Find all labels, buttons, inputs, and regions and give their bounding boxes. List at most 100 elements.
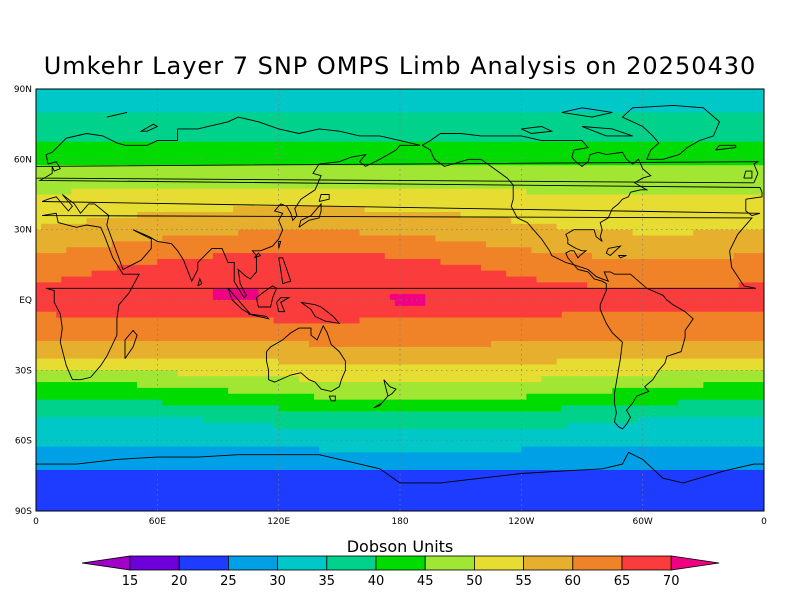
contour-cell xyxy=(526,188,764,196)
contour-cell xyxy=(359,317,764,325)
contour-cell xyxy=(273,423,568,430)
lat-tick-label: EQ xyxy=(19,296,32,306)
contour-cell xyxy=(177,370,659,377)
colorbar-tick-label: 65 xyxy=(614,574,631,589)
contour-cell xyxy=(273,317,361,325)
lat-lon-gridlines xyxy=(36,89,764,511)
contour-cell xyxy=(480,264,764,272)
contour-cell xyxy=(36,458,764,465)
contour-cell xyxy=(531,247,764,254)
contour-cell xyxy=(556,223,764,231)
coastline-path xyxy=(276,297,291,313)
colorbar-swatch xyxy=(473,555,524,571)
contour-cell xyxy=(162,399,679,407)
contour-cell xyxy=(238,229,361,237)
coastline-path xyxy=(278,257,292,285)
contour-cell xyxy=(36,182,764,190)
coastline-path xyxy=(139,123,159,132)
contour-cell xyxy=(278,405,563,412)
lon-tick-label: 60E xyxy=(149,517,166,527)
contour-cell xyxy=(425,300,764,307)
contour-cell xyxy=(137,382,704,389)
lat-tick-label: 60N xyxy=(14,155,32,165)
contour-cell xyxy=(36,329,764,336)
contour-cell xyxy=(703,382,764,389)
contour-cell xyxy=(36,165,764,172)
contour-cell xyxy=(36,423,275,430)
contour-cell xyxy=(36,89,764,96)
contour-cell xyxy=(678,399,764,407)
contour-cell xyxy=(36,100,764,108)
lat-tick-label: 30S xyxy=(15,366,32,376)
contour-cell xyxy=(36,364,764,371)
colorbar-swatch xyxy=(523,555,574,571)
contour-cell xyxy=(359,229,634,237)
coastline-path xyxy=(38,116,763,299)
contour-cell xyxy=(485,241,764,248)
contour-cell xyxy=(36,370,179,377)
contour-cell xyxy=(657,370,764,377)
colorbar-swatch xyxy=(621,555,672,571)
contour-cell xyxy=(258,288,764,295)
coastline-path xyxy=(254,252,262,259)
coastline-path xyxy=(373,395,389,409)
contour-cell xyxy=(566,423,764,430)
contour-cell xyxy=(36,124,764,131)
coastline-path xyxy=(318,194,330,202)
colorbar-tick-label: 60 xyxy=(565,574,582,589)
contour-cell xyxy=(36,499,764,506)
contour-cell xyxy=(228,387,613,395)
colorbar-swatch xyxy=(129,555,180,571)
contour-cell xyxy=(56,311,563,319)
lat-tick-label: 90S xyxy=(15,507,32,517)
colorbar-high-arrow xyxy=(670,555,720,571)
colorbar-title: Dobson Units xyxy=(346,537,454,556)
contour-cell xyxy=(36,399,163,407)
contour-cell xyxy=(36,247,67,254)
contour-cell xyxy=(733,253,764,260)
contour-cell xyxy=(36,493,764,500)
contour-cell xyxy=(36,505,764,511)
contour-cell xyxy=(36,94,764,102)
contour-cell xyxy=(36,159,764,166)
contour-cell xyxy=(36,217,88,225)
contour-cell xyxy=(233,206,366,213)
colorbar-tick-label: 20 xyxy=(171,574,188,589)
contour-cell xyxy=(36,487,764,495)
contour-cell xyxy=(36,229,239,237)
contour-cell xyxy=(111,241,487,248)
contour-cell xyxy=(587,282,740,289)
contour-cell xyxy=(66,247,533,254)
colorbar-swatch xyxy=(326,555,377,571)
contour-cell xyxy=(36,417,204,424)
contour-cell xyxy=(36,452,764,459)
contour-cell xyxy=(36,288,214,295)
colorbar-low-arrow xyxy=(81,555,131,571)
coastline-path xyxy=(278,240,282,249)
colorbar-swatch xyxy=(424,555,475,571)
contour-cell xyxy=(314,393,527,401)
contour-cell xyxy=(61,276,538,284)
colorbar-swatch xyxy=(277,555,328,571)
lon-tick-label: 180 xyxy=(391,517,408,527)
lat-tick-label: 30N xyxy=(14,226,32,236)
contour-cell xyxy=(36,317,275,325)
contour-cell xyxy=(36,464,764,471)
colorbar-tick-label: 50 xyxy=(466,574,483,589)
contour-cell xyxy=(536,276,764,284)
contour-cell xyxy=(364,206,764,213)
contour-cell xyxy=(561,405,764,412)
contour-cell xyxy=(36,300,396,307)
contour-cell xyxy=(693,229,764,237)
colorbar-tick-label: 15 xyxy=(122,574,139,589)
contour-cell xyxy=(36,311,57,319)
lon-tick-label: 120E xyxy=(267,517,290,527)
contour-cell xyxy=(278,358,558,366)
colorbar-swatch xyxy=(178,555,229,571)
map-frame xyxy=(35,88,765,512)
contour-cell xyxy=(36,341,310,348)
lon-tick-label: 0 xyxy=(761,517,767,527)
coastline-path xyxy=(561,107,613,118)
colorbar-tick-label: 45 xyxy=(417,574,434,589)
contour-cell xyxy=(258,294,391,301)
